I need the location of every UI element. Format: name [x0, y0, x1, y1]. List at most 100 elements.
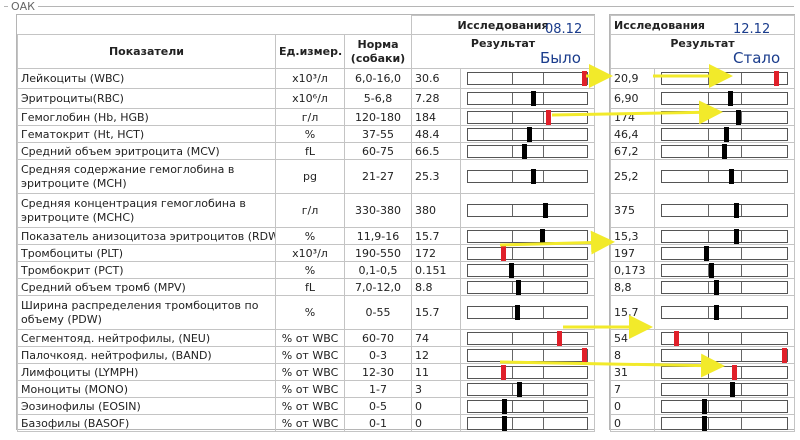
norm-boundary-tick [740, 247, 742, 259]
result-bar-cell [460, 244, 596, 262]
unit-cell: % от WBC [275, 414, 345, 432]
result-bar-cell [654, 363, 795, 381]
result-bar-cell [460, 363, 596, 381]
result-value: 67,2 [610, 142, 655, 160]
table-row: Гемоглобин (Hb, HGB) г/л 120-180 184 [17, 108, 596, 126]
norm-boundary-tick [740, 73, 742, 84]
indicator-name: Палочкояд. нейтрофилы, (BAND) [17, 346, 276, 364]
result-bar-cell [460, 227, 596, 245]
result-value: 0,173 [610, 261, 655, 279]
indicator-name: Тромбокрит (PCT) [17, 261, 276, 279]
table-row: 54 [610, 329, 795, 347]
indicator-name: Ширина распределения тромбоцитов по объе… [17, 295, 276, 330]
norm-cell: 1-7 [343, 380, 413, 398]
result-marker [530, 91, 536, 106]
result-value: 25.3 [411, 159, 462, 194]
norm-boundary-tick [512, 349, 514, 361]
result-bar-cell [460, 346, 596, 364]
result-value: 197 [610, 244, 655, 262]
result-scale-bar [661, 143, 788, 159]
norm-boundary-tick [708, 332, 710, 344]
right-results-panel: Исследования Результат 20,9 6,90 174 46,4 67… [609, 14, 795, 432]
result-value: 12 [411, 346, 462, 364]
norm-boundary-tick [708, 400, 710, 412]
result-value: 31 [610, 363, 655, 381]
result-value: 7.28 [411, 88, 462, 109]
result-bar-cell [654, 68, 795, 89]
result-bar-cell [460, 68, 596, 89]
result-value: 15,7 [610, 295, 655, 330]
result-bar-cell [654, 261, 795, 279]
result-bar-cell [654, 278, 795, 296]
result-value: 15.7 [411, 295, 462, 330]
table-row: Палочкояд. нейтрофилы, (BAND)% от WBC 0-3… [17, 346, 596, 364]
norm-boundary-tick [543, 111, 544, 123]
result-value: 20,9 [610, 68, 655, 89]
left-results-table: Исследования Показатели Ед.измер. Норма … [17, 15, 596, 432]
result-bar-cell [460, 295, 596, 330]
result-scale-bar [661, 279, 788, 295]
result-value: 48.4 [411, 125, 462, 143]
result-value: 8.8 [411, 278, 462, 296]
norm-boundary-tick [708, 349, 710, 361]
result-scale-bar [661, 330, 788, 346]
table-row: 46,4 [610, 125, 795, 143]
result-marker [736, 109, 742, 125]
norm-cell: 60-75 [343, 142, 413, 160]
unit-cell: x10⁶/л [275, 88, 345, 109]
result-marker [729, 169, 735, 184]
result-marker [701, 398, 707, 414]
table-row: 0 [610, 414, 795, 432]
result-marker-alert [582, 71, 588, 86]
result-bar-cell [654, 380, 795, 398]
norm-boundary-tick [740, 230, 742, 242]
norm-boundary-tick [543, 93, 544, 104]
result-scale-bar [661, 109, 788, 125]
result-scale-bar [467, 330, 589, 346]
result-value: 174 [610, 108, 655, 126]
result-value: 11 [411, 363, 462, 381]
indicator-name: Средний объем эритроцита (MCV) [17, 142, 276, 160]
result-scale-bar [661, 203, 788, 218]
table-row: 15,3 [610, 227, 795, 245]
left-date-label: 08.12 [545, 22, 583, 37]
result-bar-cell [654, 414, 795, 432]
table-row: Эозинофилы (EOSIN)% от WBC 0-5 0 [17, 397, 596, 415]
unit-cell: % от WBC [275, 380, 345, 398]
result-marker-alert [674, 330, 679, 346]
table-row: Показатель анизоцитоза эритроцитов (RDW)… [17, 227, 596, 245]
result-marker-alert [501, 245, 507, 261]
norm-boundary-tick [512, 400, 514, 412]
norm-boundary-tick [512, 145, 514, 157]
result-scale-bar [661, 262, 788, 278]
header-name: Показатели [17, 34, 276, 69]
result-marker [724, 126, 730, 142]
unit-cell: % [275, 295, 345, 330]
result-marker [734, 203, 739, 218]
result-value: 66.5 [411, 142, 462, 160]
result-value: 25,2 [610, 159, 655, 194]
indicator-name: Лейкоциты (WBC) [17, 68, 276, 89]
norm-boundary-tick [512, 128, 514, 140]
result-marker [514, 305, 520, 320]
result-scale-bar [661, 347, 788, 363]
table-row: 0,173 [610, 261, 795, 279]
result-value: 375 [610, 193, 655, 228]
norm-cell: 5-6,8 [343, 88, 413, 109]
norm-cell: 0,1-0,5 [343, 261, 413, 279]
header-unit: Ед.измер. [275, 34, 345, 69]
table-row: Лейкоциты (WBC) x10³/л 6,0-16,0 30.6 [17, 68, 596, 89]
result-value: 0 [610, 397, 655, 415]
right-date-label: 12.12 [733, 22, 771, 37]
result-scale-bar [467, 71, 589, 86]
result-marker [543, 203, 549, 218]
table-row: Эритроциты(RBC) x10⁶/л 5-6,8 7.28 [17, 88, 596, 109]
norm-boundary-tick [512, 171, 514, 182]
norm-cell: 190-550 [343, 244, 413, 262]
result-scale-bar [467, 415, 589, 431]
right-result-header: Результат [610, 34, 795, 69]
norm-boundary-tick [512, 73, 514, 84]
norm-boundary-tick [708, 93, 710, 104]
norm-boundary-tick [543, 128, 544, 140]
left-results-panel: Исследования Показатели Ед.измер. Норма … [16, 14, 596, 432]
